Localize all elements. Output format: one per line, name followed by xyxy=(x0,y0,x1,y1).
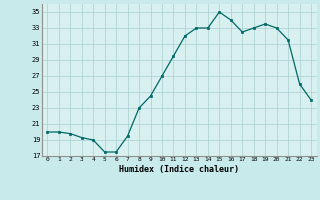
X-axis label: Humidex (Indice chaleur): Humidex (Indice chaleur) xyxy=(119,165,239,174)
